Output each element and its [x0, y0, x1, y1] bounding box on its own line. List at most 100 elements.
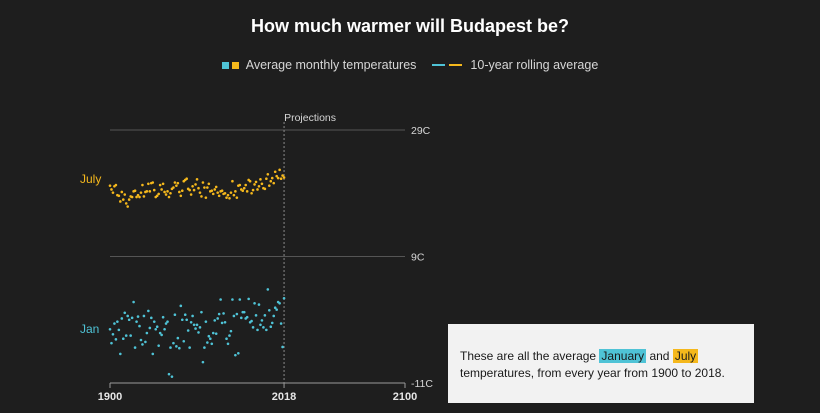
data-point-july	[173, 181, 177, 184]
data-point-jan	[257, 303, 261, 306]
y-tick-label: -11C	[411, 378, 433, 390]
data-point-july	[266, 172, 270, 176]
data-point-july	[185, 177, 188, 181]
data-point-jan	[111, 332, 115, 336]
data-point-july	[273, 170, 277, 174]
x-tick-label: 2100	[393, 391, 417, 403]
data-point-jan	[166, 320, 169, 323]
annotation-highlight-january: January	[599, 349, 647, 363]
data-point-july	[158, 183, 162, 187]
data-point-jan	[152, 320, 156, 323]
annotation-text-1: These are all the average	[460, 349, 600, 363]
data-point-jan	[155, 325, 159, 329]
data-point-jan	[254, 314, 258, 317]
annotation-box: These are all the average January and Ju…	[448, 324, 754, 403]
data-point-july	[214, 185, 218, 189]
x-tick-label: 1900	[98, 391, 122, 403]
data-point-july	[279, 177, 283, 181]
data-point-july	[130, 195, 134, 199]
data-point-jan	[250, 319, 253, 323]
data-point-july	[278, 168, 281, 172]
data-point-july	[145, 190, 149, 193]
data-point-jan	[121, 337, 125, 341]
data-point-jan	[135, 320, 138, 323]
data-point-jan	[217, 312, 221, 316]
data-point-jan	[223, 320, 227, 324]
data-point-jan	[282, 296, 286, 300]
data-point-july	[228, 197, 231, 200]
data-point-july	[216, 191, 219, 194]
data-point-jan	[119, 352, 122, 356]
data-point-jan	[154, 327, 158, 331]
data-point-jan	[113, 322, 116, 325]
data-point-jan	[117, 328, 121, 332]
data-point-jan	[265, 328, 268, 332]
data-point-july	[120, 190, 124, 194]
data-point-july	[206, 186, 209, 189]
data-point-jan	[179, 304, 183, 308]
data-point-jan	[130, 316, 134, 320]
data-point-july	[164, 193, 168, 196]
data-point-july	[248, 179, 252, 183]
data-point-july	[151, 181, 155, 184]
data-point-jan	[138, 324, 141, 328]
data-point-july	[281, 174, 284, 177]
data-point-july	[250, 191, 253, 195]
data-point-july	[110, 188, 113, 191]
y-tick-label: 9C	[411, 252, 425, 264]
data-point-july	[231, 179, 234, 183]
data-point-jan	[126, 314, 129, 318]
data-point-jan	[242, 310, 246, 314]
data-point-july	[210, 189, 214, 193]
annotation-highlight-july: July	[672, 349, 699, 363]
data-point-jan	[167, 372, 171, 376]
data-point-jan	[110, 341, 113, 345]
data-point-july	[245, 190, 249, 193]
data-point-jan	[268, 308, 271, 312]
data-point-jan	[219, 298, 222, 301]
data-point-july	[256, 188, 259, 191]
data-point-july	[175, 184, 178, 187]
data-point-july	[139, 191, 143, 194]
data-point-jan	[281, 345, 284, 349]
x-tick-label: 2018	[272, 391, 296, 403]
data-point-jan	[239, 316, 243, 320]
data-point-july	[270, 176, 274, 180]
data-point-july	[117, 194, 121, 198]
data-point-jan	[272, 314, 276, 318]
data-point-july	[123, 193, 127, 196]
data-point-jan	[136, 315, 140, 318]
legend-jan-line-icon	[432, 64, 446, 66]
data-point-jan	[148, 326, 152, 330]
data-point-july	[225, 196, 228, 199]
data-point-july	[276, 176, 280, 180]
data-point-jan	[147, 309, 150, 313]
data-point-jan	[256, 328, 259, 332]
data-point-jan	[141, 343, 144, 346]
data-point-jan	[279, 322, 283, 325]
data-point-july	[253, 183, 256, 186]
data-point-july	[260, 182, 264, 186]
data-point-jan	[263, 314, 267, 317]
data-point-july	[198, 191, 202, 194]
data-point-july	[282, 176, 286, 179]
data-point-july	[235, 196, 239, 199]
data-point-jan	[237, 351, 240, 355]
data-point-jan	[144, 340, 147, 344]
data-point-july	[200, 195, 203, 198]
data-point-jan	[114, 338, 118, 341]
data-point-july	[163, 190, 166, 194]
data-point-jan	[195, 323, 199, 327]
data-point-july	[179, 194, 183, 198]
data-point-jan	[251, 326, 255, 329]
data-point-jan	[269, 325, 273, 329]
y-tick-label: 29C	[411, 125, 431, 137]
data-point-july	[176, 181, 180, 185]
legend-jul-square-icon	[231, 61, 239, 69]
legend-jan-square-icon	[221, 61, 229, 69]
data-point-jan	[150, 316, 153, 320]
data-point-july	[272, 181, 276, 185]
data-point-jan	[176, 336, 180, 340]
data-point-july	[244, 183, 247, 187]
